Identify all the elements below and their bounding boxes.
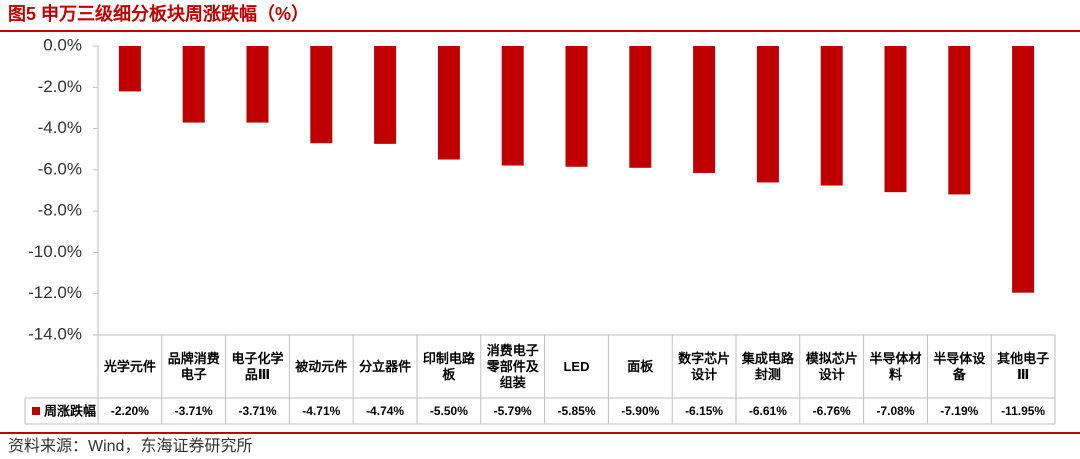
data-label: -4.71% xyxy=(302,404,341,418)
data-label: -11.95% xyxy=(1001,404,1046,418)
data-label: -7.08% xyxy=(876,404,915,418)
x-tick-label: 光学元件 xyxy=(103,358,156,374)
bar xyxy=(374,46,397,144)
x-tick-label: 半导体设备 xyxy=(933,350,986,382)
x-tick-label: 面板 xyxy=(627,358,654,374)
x-tick-label: 其他电子Ⅲ xyxy=(997,350,1050,382)
bar xyxy=(310,46,333,144)
data-label: -5.50% xyxy=(429,404,468,418)
x-tick-label: 分立器件 xyxy=(359,358,412,374)
bar xyxy=(693,46,716,173)
bar xyxy=(246,46,269,123)
bar xyxy=(118,46,141,92)
x-tick-label: 半导体材料 xyxy=(869,350,922,382)
y-tick-label: -14.0% xyxy=(28,324,82,343)
data-label: -6.15% xyxy=(685,404,724,418)
bar xyxy=(437,46,460,160)
bar xyxy=(820,46,843,186)
bar xyxy=(1012,46,1035,293)
bar xyxy=(565,46,588,167)
data-label: -2.20% xyxy=(110,404,149,418)
x-tick-label: 电子化学品Ⅲ xyxy=(231,350,284,382)
bar xyxy=(948,46,971,195)
bar xyxy=(501,46,524,166)
x-tick-label: 消费电子零部件及组装 xyxy=(486,342,539,390)
bar xyxy=(629,46,652,168)
legend-label: 周涨跌幅 xyxy=(44,403,96,418)
data-label: -5.79% xyxy=(493,404,532,418)
data-label: -3.71% xyxy=(238,404,277,418)
chart-title: 图5 申万三级细分板块周涨跌幅（%） xyxy=(8,3,309,24)
x-tick-label: 集成电路封测 xyxy=(741,350,794,382)
legend-marker xyxy=(32,407,40,415)
bar xyxy=(182,46,205,123)
data-label: -6.76% xyxy=(812,404,851,418)
y-tick-label: -8.0% xyxy=(38,201,82,220)
bar xyxy=(884,46,907,193)
data-label: -5.90% xyxy=(621,404,660,418)
data-label: -3.71% xyxy=(174,404,213,418)
data-label: -7.19% xyxy=(940,404,979,418)
x-tick-label: 被动元件 xyxy=(295,358,348,374)
bar xyxy=(756,46,779,183)
x-tick-label: 模拟芯片设计 xyxy=(805,350,858,382)
source: 资料来源：Wind，东海证券研究所 xyxy=(8,437,252,455)
x-tick-label: 品牌消费电子 xyxy=(167,350,220,382)
x-tick-label: 数字芯片设计 xyxy=(678,350,731,382)
y-tick-label: -2.0% xyxy=(38,77,82,96)
data-label: -6.61% xyxy=(748,404,787,418)
y-tick-label: -10.0% xyxy=(28,242,82,261)
x-tick-label: LED xyxy=(563,358,590,374)
x-tick-label: 印制电路板 xyxy=(422,350,475,382)
y-tick-label: 0.0% xyxy=(43,35,82,54)
y-tick-label: -6.0% xyxy=(38,159,82,178)
data-label: -5.85% xyxy=(557,404,596,418)
y-tick-label: -4.0% xyxy=(38,118,82,137)
y-tick-label: -12.0% xyxy=(28,283,82,302)
data-label: -4.74% xyxy=(366,404,405,418)
